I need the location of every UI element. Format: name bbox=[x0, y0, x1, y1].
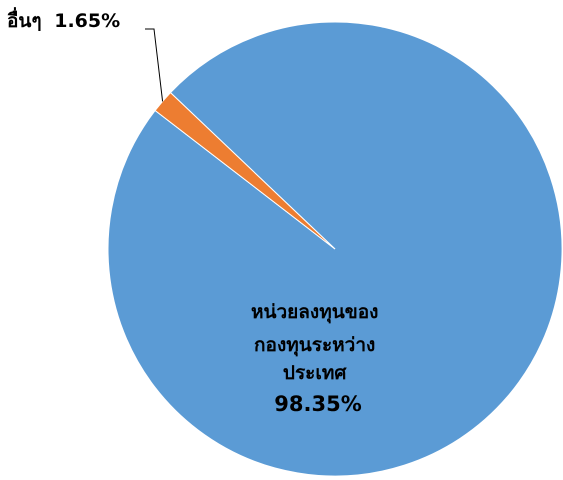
main-slice-label-line-1: หน่วยลงทุนของ bbox=[251, 301, 378, 324]
others-leader-line bbox=[145, 28, 164, 102]
main-slice-label: หน่วยลงทุนของ กองทุนระหว่าง ประเทศ 98.35… bbox=[251, 301, 385, 416]
others-slice-label-name: อื่นๆ bbox=[7, 7, 42, 32]
main-slice-percent: 98.35% bbox=[274, 392, 361, 416]
main-slice-label-line-2: กองทุนระหว่าง bbox=[254, 334, 375, 357]
others-slice-percent: 1.65% bbox=[54, 10, 120, 32]
main-slice-label-line-3: ประเทศ bbox=[283, 362, 347, 384]
others-slice-label: อื่นๆ 1.65% bbox=[7, 7, 120, 32]
